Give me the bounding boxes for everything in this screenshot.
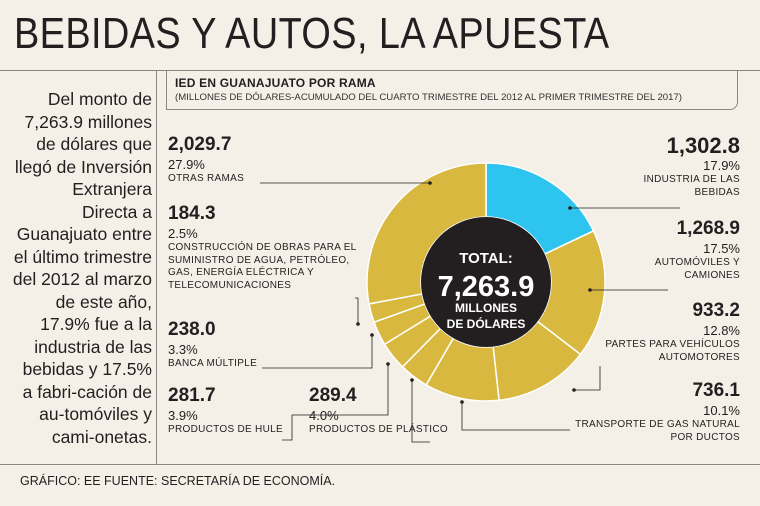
percent-automoviles-y-camiones: 17.5% bbox=[703, 241, 740, 256]
footer-credit: GRÁFICO: EE FUENTE: SECRETARÍA DE ECONOM… bbox=[20, 474, 336, 488]
value-industria-de-las-bebidas: 1,302.8 bbox=[666, 133, 740, 158]
value-otras-ramas: 2,029.7 bbox=[168, 134, 232, 155]
label-productos-de-hule: 281.7 3.9% PRODUCTOS DE HULE bbox=[168, 385, 283, 437]
percent-construccion-de-obras-para-el-suministro: 2.5% bbox=[168, 226, 198, 241]
value-productos-de-plastico: 289.4 bbox=[309, 385, 357, 406]
leader-partes-para-vehiculos-automotores bbox=[574, 366, 601, 391]
category-construccion-de-obras-para-el-suministro-line-2: GAS, ENERGÍA ELÉCTRICA Y bbox=[168, 267, 314, 278]
percent-banca-multiple: 3.3% bbox=[168, 342, 198, 357]
leader-dot-transporte-de-gas-natural-por-ductos bbox=[460, 400, 464, 404]
intro-paragraph: Del monto de 7,263.9 millones de dólares… bbox=[12, 89, 152, 447]
donut-center bbox=[421, 217, 551, 347]
category-transporte-de-gas-natural-por-ductos-line-0: TRANSPORTE DE GAS NATURAL bbox=[575, 419, 740, 430]
chart-title: IED EN GUANAJUATO POR RAMA bbox=[175, 76, 376, 90]
category-construccion-de-obras-para-el-suministro-line-1: SUMINISTRO DE AGUA, PETRÓLEO, bbox=[168, 254, 350, 266]
category-transporte-de-gas-natural-por-ductos-line-1: POR DUCTOS bbox=[670, 431, 740, 443]
category-otras-ramas-line-0: OTRAS RAMAS bbox=[168, 173, 245, 184]
category-industria-de-las-bebidas-line-1: BEBIDAS bbox=[694, 186, 740, 198]
category-industria-de-las-bebidas-line-0: INDUSTRIA DE LAS bbox=[643, 174, 740, 185]
leader-construccion-de-obras-para-el-suministro bbox=[355, 297, 359, 324]
label-productos-de-plastico: 289.4 4.0% PRODUCTOS DE PLÁSTICO bbox=[309, 385, 448, 437]
percent-industria-de-las-bebidas: 17.9% bbox=[703, 158, 740, 173]
percent-otras-ramas: 27.9% bbox=[168, 157, 205, 172]
leader-dot-industria-de-las-bebidas bbox=[568, 206, 572, 210]
category-automoviles-y-camiones-line-0: AUTOMÓVILES Y bbox=[654, 257, 740, 268]
leader-dot-productos-de-hule bbox=[386, 362, 390, 366]
percent-productos-de-hule: 3.9% bbox=[168, 408, 198, 423]
percent-productos-de-plastico: 4.0% bbox=[309, 408, 339, 423]
category-construccion-de-obras-para-el-suministro-line-0: CONSTRUCCIÓN DE OBRAS PARA EL bbox=[168, 242, 357, 253]
label-banca-multiple: 238.0 3.3% BANCA MÚLTIPLE bbox=[168, 319, 257, 371]
category-productos-de-hule-line-0: PRODUCTOS DE HULE bbox=[168, 424, 283, 435]
percent-partes-para-vehiculos-automotores: 12.8% bbox=[703, 323, 740, 338]
leader-lines bbox=[260, 181, 680, 443]
category-partes-para-vehiculos-automotores-line-1: AUTOMOTORES bbox=[658, 351, 740, 363]
value-partes-para-vehiculos-automotores: 933.2 bbox=[692, 300, 740, 321]
leader-dot-partes-para-vehiculos-automotores bbox=[572, 388, 576, 392]
value-construccion-de-obras-para-el-suministro: 184.3 bbox=[168, 203, 216, 224]
page-title: BEBIDAS Y AUTOS, LA APUESTA bbox=[14, 9, 610, 58]
column-divider bbox=[156, 70, 157, 464]
category-construccion-de-obras-para-el-suministro-line-3: TELECOMUNICACIONES bbox=[168, 279, 292, 291]
bottom-rule bbox=[0, 464, 760, 465]
leader-banca-multiple bbox=[262, 335, 373, 369]
top-rule bbox=[0, 70, 760, 71]
category-partes-para-vehiculos-automotores-line-0: PARTES PARA VEHÍCULOS bbox=[605, 339, 740, 350]
leader-dot-banca-multiple bbox=[370, 333, 374, 337]
leader-dot-productos-de-plastico bbox=[410, 378, 414, 382]
percent-transporte-de-gas-natural-por-ductos: 10.1% bbox=[703, 403, 740, 418]
value-banca-multiple: 238.0 bbox=[168, 319, 216, 340]
leader-dot-construccion-de-obras-para-el-suministro bbox=[356, 322, 360, 326]
category-automoviles-y-camiones-line-1: CAMIONES bbox=[684, 269, 740, 281]
leader-dot-otras-ramas bbox=[428, 181, 432, 185]
center-total-label: TOTAL: bbox=[459, 250, 513, 267]
value-productos-de-hule: 281.7 bbox=[168, 385, 216, 406]
leader-dot-automoviles-y-camiones bbox=[588, 288, 592, 292]
label-otras-ramas: 2,029.7 27.9% OTRAS RAMAS bbox=[168, 134, 244, 186]
label-construccion-de-obras-para-el-suministro: 184.3 2.5% CONSTRUCCIÓN DE OBRAS PARA EL SU… bbox=[168, 203, 357, 292]
center-unit-line2: DE DÓLARES bbox=[447, 316, 526, 331]
category-productos-de-plastico-line-0: PRODUCTOS DE PLÁSTICO bbox=[309, 424, 448, 435]
label-partes-para-vehiculos-automotores: 933.2 12.8% PARTES PARA VEHÍCULOS AUTOMOTOR… bbox=[605, 300, 740, 364]
label-industria-de-las-bebidas: 1,302.8 17.9% INDUSTRIA DE LAS BEBIDAS bbox=[644, 135, 741, 199]
label-transporte-de-gas-natural-por-ductos: 736.1 10.1% TRANSPORTE DE GAS NATURAL POR D… bbox=[575, 380, 740, 444]
center-unit-line1: MILLONES bbox=[455, 301, 517, 315]
center-total-value: 7,263.9 bbox=[438, 271, 535, 303]
value-automoviles-y-camiones: 1,268.9 bbox=[676, 218, 740, 239]
leader-productos-de-hule bbox=[282, 364, 389, 441]
leader-transporte-de-gas-natural-por-ductos bbox=[461, 402, 570, 431]
label-automoviles-y-camiones: 1,268.9 17.5% AUTOMÓVILES Y CAMIONES bbox=[655, 218, 740, 282]
chart-subtitle: (MILLONES DE DÓLARES-ACUMULADO DEL CUART… bbox=[175, 92, 683, 103]
category-banca-multiple-line-0: BANCA MÚLTIPLE bbox=[168, 358, 258, 369]
chart-header: IED EN GUANAJUATO POR RAMA (MILLONES DE … bbox=[166, 70, 738, 110]
value-transporte-de-gas-natural-por-ductos: 736.1 bbox=[692, 380, 740, 401]
leader-productos-de-plastico bbox=[411, 380, 430, 443]
